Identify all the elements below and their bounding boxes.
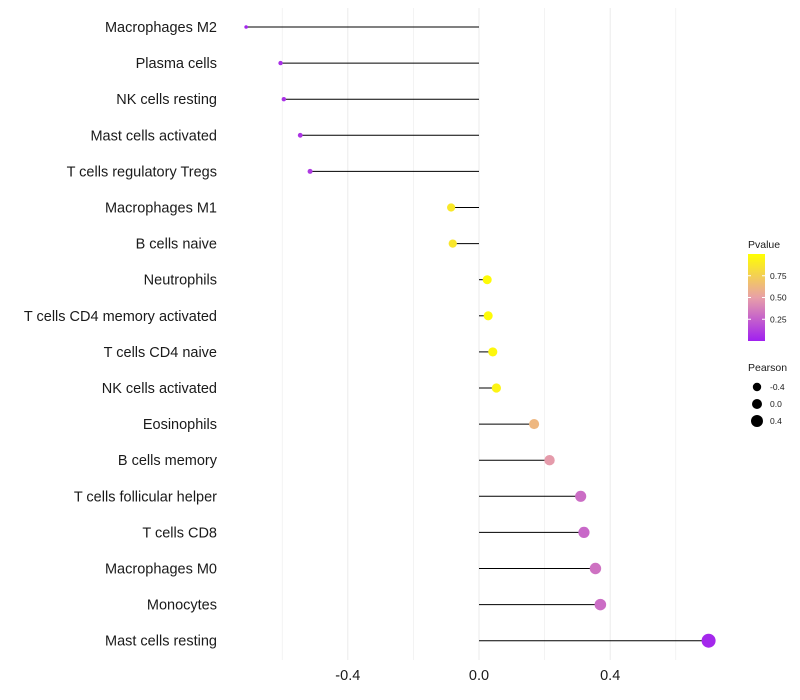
category-label: Macrophages M1 bbox=[105, 201, 217, 217]
lollipop-point bbox=[488, 347, 498, 357]
size-legend-label: -0.4 bbox=[770, 382, 785, 392]
pvalue-legend: Pvalue 0.75 0.50 0.25 bbox=[748, 239, 787, 341]
lollipop-point bbox=[447, 203, 456, 212]
pvalue-legend-title: Pvalue bbox=[748, 239, 780, 251]
category-label: Mast cells resting bbox=[105, 634, 217, 650]
category-label: T cells regulatory Tregs bbox=[67, 164, 217, 180]
lollipop-point bbox=[701, 633, 716, 648]
lollipop-point bbox=[483, 311, 493, 321]
pearson-legend-title: Pearson bbox=[748, 362, 787, 374]
lollipop-points bbox=[244, 25, 716, 648]
category-label: T cells CD4 memory activated bbox=[24, 309, 217, 325]
x-tick-label: 0.4 bbox=[600, 668, 620, 684]
lollipop-point bbox=[244, 25, 248, 29]
category-label: Monocytes bbox=[147, 598, 217, 614]
category-label: NK cells activated bbox=[102, 381, 217, 397]
colorbar-tick-label: 0.50 bbox=[770, 293, 787, 303]
category-label: B cells memory bbox=[118, 453, 218, 469]
colorbar-tick-label: 0.75 bbox=[770, 271, 787, 281]
lollipop-point bbox=[594, 598, 607, 611]
x-tick-label: -0.4 bbox=[335, 668, 360, 684]
lollipop-point bbox=[529, 419, 540, 430]
size-legend-label: 0.0 bbox=[770, 399, 782, 409]
category-label: Macrophages M2 bbox=[105, 20, 217, 36]
lollipop-point bbox=[482, 275, 492, 285]
category-label: Mast cells activated bbox=[90, 128, 217, 144]
lollipop-point bbox=[281, 96, 287, 102]
category-label: Plasma cells bbox=[136, 56, 217, 72]
category-label: T cells CD8 bbox=[142, 525, 217, 541]
size-legend-label: 0.4 bbox=[770, 416, 782, 426]
x-tick-label: 0.0 bbox=[469, 668, 489, 684]
lollipop-point bbox=[578, 526, 590, 539]
size-legend-dot bbox=[752, 399, 762, 409]
lollipop-point bbox=[575, 490, 587, 502]
lollipop-segments bbox=[246, 26, 709, 642]
grid-lines bbox=[281, 8, 677, 660]
lollipop-point bbox=[307, 168, 313, 174]
size-legend-dot bbox=[752, 382, 762, 392]
pvalue-colorbar bbox=[748, 254, 765, 341]
lollipop-point bbox=[544, 454, 555, 466]
pearson-legend: Pearson -0.4 0.0 0.4 bbox=[748, 362, 787, 427]
category-label: Macrophages M0 bbox=[105, 562, 217, 578]
category-label: Eosinophils bbox=[143, 417, 217, 433]
lollipop-point bbox=[297, 132, 303, 138]
lollipop-point bbox=[589, 562, 602, 575]
x-axis-tick-labels: -0.4 0.0 0.4 bbox=[335, 668, 620, 684]
category-label: T cells CD4 naive bbox=[104, 345, 217, 361]
lollipop-point bbox=[448, 239, 457, 248]
category-label: B cells naive bbox=[136, 237, 217, 253]
colorbar-tick-label: 0.25 bbox=[770, 314, 787, 324]
category-label: T cells follicular helper bbox=[74, 489, 217, 505]
lollipop-point bbox=[491, 383, 501, 393]
lollipop-point bbox=[278, 60, 283, 66]
category-label: Neutrophils bbox=[144, 273, 217, 289]
size-legend-dot bbox=[751, 415, 763, 427]
category-label: NK cells resting bbox=[116, 92, 217, 108]
category-labels: Macrophages M2 Plasma cells NK cells resti… bbox=[24, 20, 218, 650]
